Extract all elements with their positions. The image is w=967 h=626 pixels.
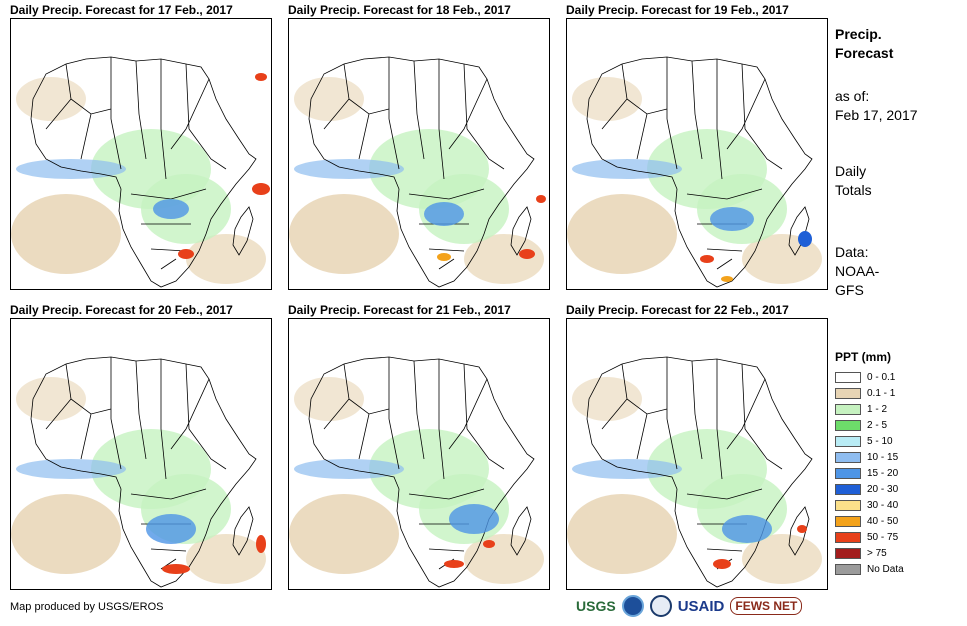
legend-item: 5 - 10	[835, 433, 904, 449]
legend-swatch	[835, 483, 861, 495]
noaa-logo-icon	[621, 595, 644, 617]
panel-title: Daily Precip. Forecast for 17 Feb., 2017	[10, 3, 233, 17]
legend-swatch	[835, 547, 861, 559]
africa-precip-map	[288, 18, 550, 290]
legend-item: 0.1 - 1	[835, 385, 904, 401]
panel-title: Daily Precip. Forecast for 18 Feb., 2017	[288, 3, 511, 17]
legend-item: 1 - 2	[835, 401, 904, 417]
legend-swatch	[835, 563, 861, 575]
panel-title: Daily Precip. Forecast for 20 Feb., 2017	[10, 303, 233, 317]
data-line2: NOAA-	[835, 263, 880, 279]
data-line1: Data:	[835, 244, 869, 260]
legend-label: No Data	[867, 563, 904, 575]
agency-logos: USGS USAID FEWS NET	[576, 595, 803, 617]
legend-label: 1 - 2	[867, 403, 888, 415]
legend-swatch	[835, 371, 861, 383]
legend-swatch	[835, 499, 861, 511]
legend-label: 15 - 20	[867, 467, 899, 479]
legend-label: 2 - 5	[867, 419, 888, 431]
legend-swatch	[835, 435, 861, 447]
legend-items: 0 - 0.1 0.1 - 1 1 - 2 2 - 5 5 - 10 10 - 15 15 …	[835, 369, 904, 577]
panel-title: Daily Precip. Forecast for 19 Feb., 2017	[566, 3, 789, 17]
seal-logo-icon	[649, 595, 672, 617]
legend-label: 10 - 15	[867, 451, 899, 463]
africa-precip-map	[10, 318, 272, 590]
asof-label: as of:	[835, 88, 870, 104]
legend-item: 40 - 50	[835, 513, 904, 529]
asof-date: Feb 17, 2017	[835, 107, 918, 123]
legend-item: No Data	[835, 561, 904, 577]
legend-item: 30 - 40	[835, 497, 904, 513]
legend-label: 20 - 30	[867, 483, 899, 495]
sidebar-totals: Daily Totals	[835, 162, 872, 200]
legend-label: 30 - 40	[867, 499, 899, 511]
legend-label: 0 - 0.1	[867, 371, 896, 383]
usgs-logo: USGS	[576, 598, 616, 614]
sidebar-heading-line1: Precip.	[835, 26, 882, 42]
legend-item: 15 - 20	[835, 465, 904, 481]
sidebar-data-source: Data: NOAA- GFS	[835, 243, 879, 300]
legend-label: 50 - 75	[867, 531, 899, 543]
legend-swatch	[835, 451, 861, 463]
legend-item: 2 - 5	[835, 417, 904, 433]
data-line3: GFS	[835, 282, 864, 298]
legend-item: 20 - 30	[835, 481, 904, 497]
sidebar-heading: Precip. Forecast	[835, 25, 893, 63]
panel-title: Daily Precip. Forecast for 22 Feb., 2017	[566, 303, 789, 317]
legend-swatch	[835, 419, 861, 431]
totals-line2: Totals	[835, 182, 872, 198]
legend-label: > 75	[867, 547, 887, 559]
totals-line1: Daily	[835, 163, 867, 179]
legend-swatch	[835, 515, 861, 527]
africa-precip-map	[10, 18, 272, 290]
map-credit: Map produced by USGS/EROS	[10, 601, 164, 613]
africa-precip-map	[566, 318, 828, 590]
legend-swatch	[835, 467, 861, 479]
africa-precip-map	[566, 18, 828, 290]
legend-label: 5 - 10	[867, 435, 893, 447]
usaid-logo: USAID	[677, 597, 725, 615]
precip-legend: PPT (mm) 0 - 0.1 0.1 - 1 1 - 2 2 - 5 5 - 10 1…	[835, 350, 904, 577]
africa-precip-map	[288, 318, 550, 590]
fews-net-logo: FEWS NET	[730, 597, 803, 615]
legend-label: 40 - 50	[867, 515, 899, 527]
panel-title: Daily Precip. Forecast for 21 Feb., 2017	[288, 303, 511, 317]
legend-title: PPT (mm)	[835, 350, 892, 364]
legend-item: 10 - 15	[835, 449, 904, 465]
legend-swatch	[835, 387, 861, 399]
legend-item: > 75	[835, 545, 904, 561]
legend-swatch	[835, 403, 861, 415]
legend-label: 0.1 - 1	[867, 387, 896, 399]
legend-item: 0 - 0.1	[835, 369, 904, 385]
legend-item: 50 - 75	[835, 529, 904, 545]
sidebar-asof: as of: Feb 17, 2017	[835, 87, 918, 125]
legend-swatch	[835, 531, 861, 543]
sidebar-heading-line2: Forecast	[835, 45, 894, 61]
